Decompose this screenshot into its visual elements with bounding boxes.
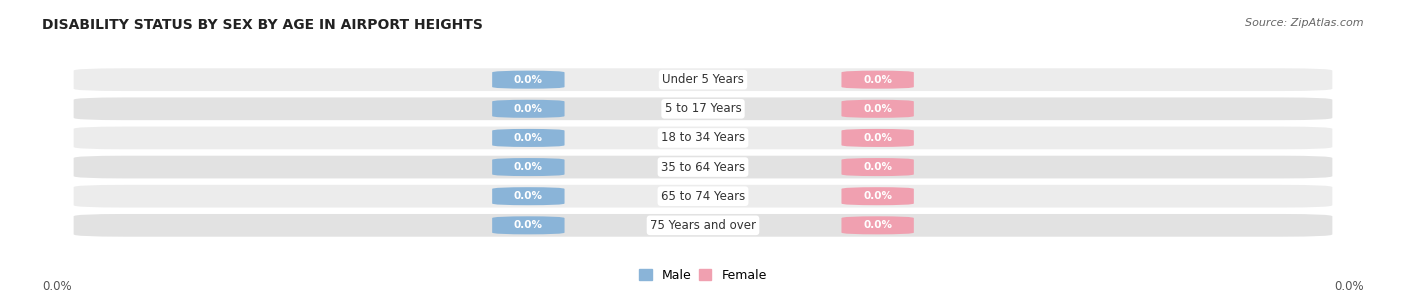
- FancyBboxPatch shape: [841, 71, 914, 89]
- Text: 0.0%: 0.0%: [513, 220, 543, 230]
- FancyBboxPatch shape: [73, 68, 1333, 91]
- FancyBboxPatch shape: [492, 71, 565, 89]
- Text: 0.0%: 0.0%: [863, 133, 893, 143]
- Text: 65 to 74 Years: 65 to 74 Years: [661, 190, 745, 203]
- FancyBboxPatch shape: [841, 100, 914, 118]
- Text: 35 to 64 Years: 35 to 64 Years: [661, 160, 745, 174]
- FancyBboxPatch shape: [73, 214, 1333, 237]
- FancyBboxPatch shape: [492, 158, 565, 176]
- FancyBboxPatch shape: [841, 187, 914, 205]
- FancyBboxPatch shape: [492, 216, 565, 234]
- Text: Source: ZipAtlas.com: Source: ZipAtlas.com: [1246, 18, 1364, 28]
- FancyBboxPatch shape: [492, 129, 565, 147]
- Text: 0.0%: 0.0%: [863, 75, 893, 85]
- FancyBboxPatch shape: [841, 129, 914, 147]
- Text: 5 to 17 Years: 5 to 17 Years: [665, 102, 741, 115]
- FancyBboxPatch shape: [73, 156, 1333, 178]
- FancyBboxPatch shape: [73, 185, 1333, 208]
- Text: DISABILITY STATUS BY SEX BY AGE IN AIRPORT HEIGHTS: DISABILITY STATUS BY SEX BY AGE IN AIRPO…: [42, 18, 484, 32]
- Text: 0.0%: 0.0%: [513, 162, 543, 172]
- Text: Under 5 Years: Under 5 Years: [662, 73, 744, 86]
- Text: 0.0%: 0.0%: [863, 162, 893, 172]
- Text: 0.0%: 0.0%: [863, 220, 893, 230]
- Legend: Male, Female: Male, Female: [634, 264, 772, 287]
- Text: 0.0%: 0.0%: [513, 75, 543, 85]
- FancyBboxPatch shape: [841, 158, 914, 176]
- Text: 18 to 34 Years: 18 to 34 Years: [661, 131, 745, 145]
- FancyBboxPatch shape: [492, 187, 565, 205]
- FancyBboxPatch shape: [492, 100, 565, 118]
- Text: 75 Years and over: 75 Years and over: [650, 219, 756, 232]
- FancyBboxPatch shape: [841, 216, 914, 234]
- Text: 0.0%: 0.0%: [863, 104, 893, 114]
- Text: 0.0%: 0.0%: [513, 104, 543, 114]
- Text: 0.0%: 0.0%: [513, 191, 543, 201]
- Text: 0.0%: 0.0%: [42, 280, 72, 293]
- Text: 0.0%: 0.0%: [513, 133, 543, 143]
- FancyBboxPatch shape: [73, 97, 1333, 120]
- Text: 0.0%: 0.0%: [1334, 280, 1364, 293]
- Text: 0.0%: 0.0%: [863, 191, 893, 201]
- FancyBboxPatch shape: [73, 127, 1333, 149]
